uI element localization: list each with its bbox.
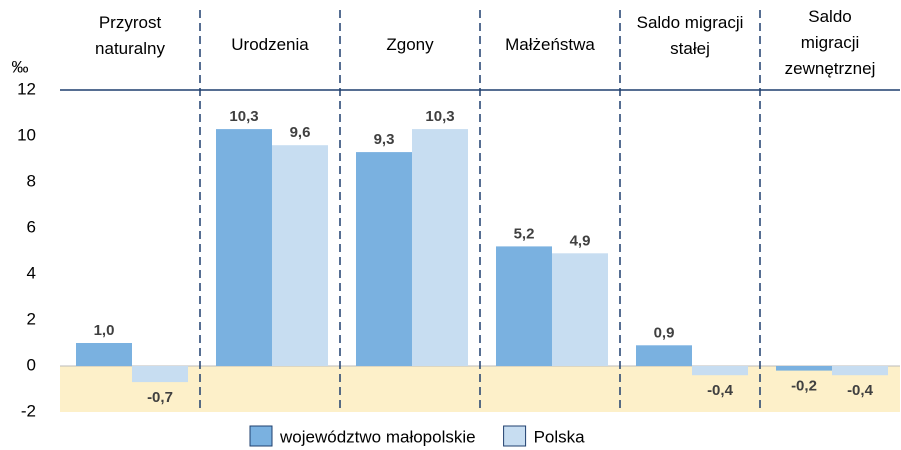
y-tick-label: 10	[17, 125, 36, 144]
bar	[412, 129, 468, 366]
value-label: 9,3	[374, 131, 395, 148]
bar	[216, 129, 272, 366]
bar	[76, 343, 132, 366]
value-label: -0,4	[707, 382, 734, 399]
y-tick-label: 8	[27, 171, 36, 190]
bar	[132, 366, 188, 383]
legend-swatch	[503, 425, 527, 447]
value-label: -0,7	[147, 389, 173, 406]
category-label-line: Małżeństwa	[505, 35, 595, 54]
category-label-line: migracji	[801, 33, 860, 52]
y-tick-label: 0	[27, 355, 36, 374]
y-tick-label: -2	[21, 401, 36, 420]
category-label-line: naturalny	[95, 39, 165, 58]
value-label: 5,2	[514, 225, 535, 242]
category-label-line: Saldo	[808, 7, 851, 26]
category-label: Saldo migracji zewnętrznej	[785, 7, 876, 78]
category-label-line: Saldo migracji	[637, 13, 744, 32]
value-label: -0,4	[847, 382, 874, 399]
bar	[776, 366, 832, 371]
y-tick-label: 12	[17, 79, 36, 98]
bar	[496, 246, 552, 366]
y-tick-label: 4	[27, 263, 36, 282]
bar	[636, 345, 692, 366]
value-label: 10,3	[425, 108, 454, 125]
category-label: Urodzenia	[231, 35, 309, 54]
category-label-line: Urodzenia	[231, 35, 309, 54]
bar	[356, 152, 412, 366]
category-label: Małżeństwa	[505, 35, 595, 54]
legend-label: województwo małopolskie	[279, 427, 476, 446]
y-axis-label: ‰	[12, 57, 29, 76]
category-label: Przyrost naturalny	[95, 13, 165, 58]
value-label: 0,9	[654, 324, 675, 341]
bar	[692, 366, 748, 376]
category-label: Zgony	[386, 35, 434, 54]
category-label-line: Zgony	[386, 35, 434, 54]
value-label: 4,9	[570, 232, 591, 249]
category-label-line: zewnętrznej	[785, 59, 876, 78]
bar	[552, 253, 608, 366]
legend-label: Polska	[534, 427, 586, 446]
value-label: -0,2	[791, 378, 817, 395]
category-label-line: stałej	[670, 39, 710, 58]
value-label: 10,3	[229, 108, 258, 125]
legend-swatch	[249, 425, 273, 447]
category-label: Saldo migracji stałej	[637, 13, 744, 58]
y-tick-label: 6	[27, 217, 36, 236]
bar	[272, 145, 328, 366]
category-label-line: Przyrost	[99, 13, 162, 32]
value-label: 9,6	[290, 124, 311, 141]
bar	[832, 366, 888, 376]
y-tick-label: 2	[27, 309, 36, 328]
value-label: 1,0	[94, 322, 115, 339]
